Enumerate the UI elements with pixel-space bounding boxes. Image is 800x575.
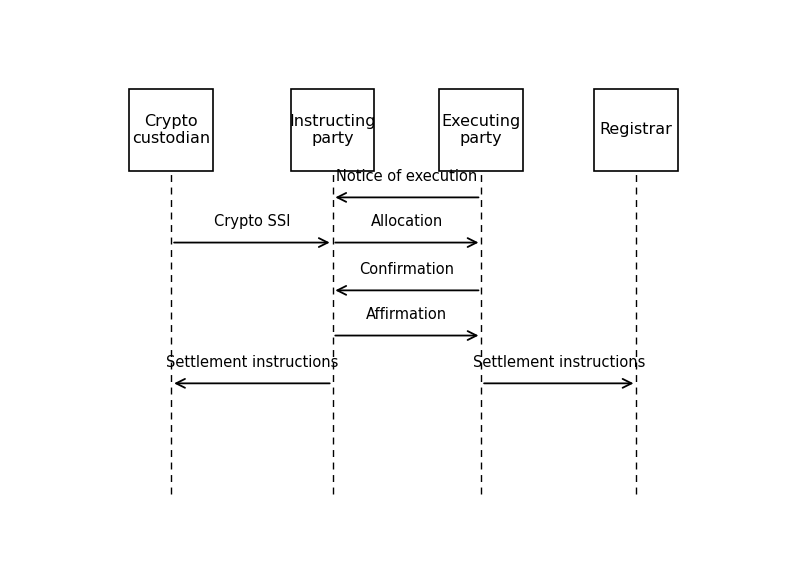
Text: Crypto SSI: Crypto SSI	[214, 214, 290, 229]
FancyBboxPatch shape	[439, 89, 523, 171]
Text: Settlement instructions: Settlement instructions	[166, 355, 338, 370]
Text: Allocation: Allocation	[370, 214, 443, 229]
Text: Instructing
party: Instructing party	[290, 114, 376, 146]
FancyBboxPatch shape	[290, 89, 374, 171]
Text: Confirmation: Confirmation	[359, 262, 454, 277]
Text: Settlement instructions: Settlement instructions	[473, 355, 645, 370]
Text: Executing
party: Executing party	[442, 114, 521, 146]
FancyBboxPatch shape	[594, 89, 678, 171]
Text: Affirmation: Affirmation	[366, 307, 447, 322]
Text: Crypto
custodian: Crypto custodian	[132, 114, 210, 146]
FancyBboxPatch shape	[130, 89, 213, 171]
Text: Notice of execution: Notice of execution	[336, 169, 478, 184]
Text: Registrar: Registrar	[600, 122, 673, 137]
